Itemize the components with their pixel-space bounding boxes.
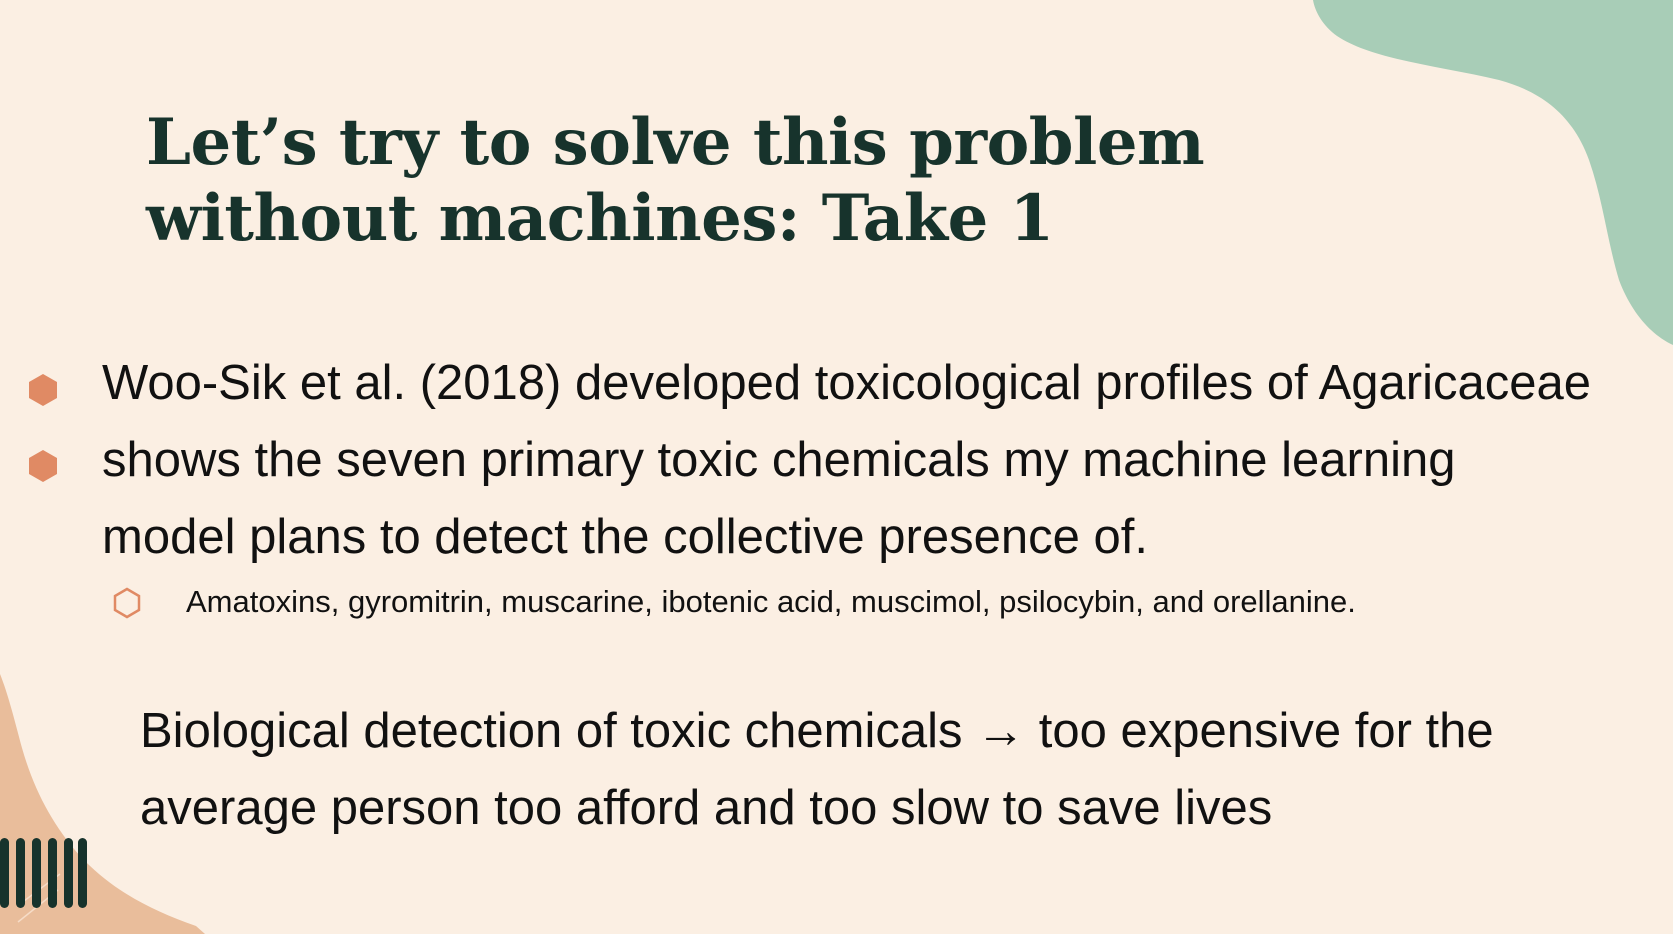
stripes-decoration xyxy=(0,838,87,908)
teal-blob-decoration xyxy=(1313,0,1673,345)
bullet-item-text: Woo-Sik et al. (2018) developed toxicolo… xyxy=(102,356,1591,564)
sub-bullet-text: Amatoxins, gyromitrin, muscarine, iboten… xyxy=(186,584,1356,619)
hexagon-bullet-icon xyxy=(29,374,57,406)
hexagon-bullet-icon xyxy=(29,450,57,482)
slide-title: Let’s try to solve this problem without … xyxy=(146,105,1205,256)
hexagon-outline-bullet-icon xyxy=(113,587,141,619)
sub-bullet-item: Amatoxins, gyromitrin, muscarine, iboten… xyxy=(112,580,1562,624)
conclusion-text: Biological detection of toxic chemicals … xyxy=(140,704,1494,835)
